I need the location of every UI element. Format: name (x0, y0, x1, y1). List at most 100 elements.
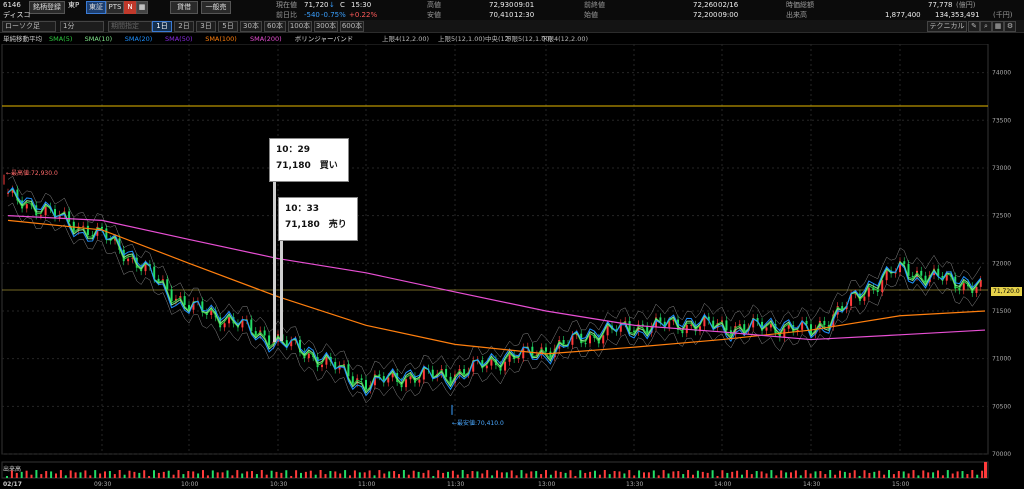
candle-body (823, 320, 826, 325)
candle-body (911, 275, 914, 277)
period-button-7[interactable]: 300本 (314, 21, 338, 32)
grid-icon[interactable]: ▦ (992, 21, 1004, 32)
volume-bar (804, 470, 807, 478)
search-icon[interactable]: ⌕ (980, 21, 992, 32)
chart-icon[interactable]: ▦ (136, 1, 148, 14)
candle-body (792, 325, 795, 332)
candle-body (575, 333, 578, 336)
period-button-5[interactable]: 60本 (264, 21, 286, 32)
candle-body (11, 189, 14, 193)
candle-body (619, 323, 622, 332)
high-time: 09:01 (514, 1, 535, 9)
candle-body (307, 353, 310, 359)
y-tick-label: 71000 (992, 356, 1011, 363)
sell-annotation: 10：33 71,180 売り (278, 197, 358, 241)
volume-bar (197, 473, 200, 478)
y-tick-label: 72500 (992, 213, 1011, 220)
period-button-0[interactable]: 1日 (152, 21, 172, 32)
volume-bar (750, 474, 753, 478)
draw-icon[interactable]: ✎ (968, 21, 980, 32)
candle-body (881, 280, 884, 293)
period-button-6[interactable]: 100本 (288, 21, 312, 32)
candle-body (373, 374, 376, 386)
tab-tosho[interactable]: 東証 (86, 1, 106, 14)
candle-body (641, 324, 644, 327)
candle-body (321, 364, 323, 368)
candle-body (91, 235, 94, 237)
interval-select[interactable]: 1分 (60, 21, 104, 32)
candle-body (188, 305, 190, 310)
chart-toolbar: ローソク足 1分 期間指定 1日 2日 3日 5日 30本 60本 100本 300本 600本… (0, 20, 1024, 33)
candle-body (490, 359, 493, 366)
volume-bar (59, 470, 62, 478)
candle-body (105, 228, 108, 240)
volume-bar (594, 470, 596, 478)
volume-bar (628, 470, 631, 478)
volume-bar (549, 474, 552, 478)
volume-bar (564, 472, 567, 478)
candle-body (854, 293, 857, 295)
volume-bar (711, 470, 714, 478)
candle-body (382, 376, 385, 383)
candle-body (25, 204, 28, 209)
volume-bar (569, 470, 572, 478)
candle-body (756, 318, 759, 322)
volume-bar (388, 471, 391, 478)
news-n-badge[interactable]: N (124, 1, 136, 14)
candle-body (801, 320, 804, 330)
candle-body (646, 326, 649, 333)
volume-bar (799, 475, 802, 478)
sell-time: 10：33 (285, 204, 320, 214)
volume-bar (226, 470, 229, 478)
volume-bar (221, 472, 224, 478)
volume-bar (270, 470, 273, 478)
period-button-4[interactable]: 30本 (240, 21, 262, 32)
sell-text: 71,180 売り (285, 220, 347, 230)
period-button-2[interactable]: 3日 (196, 21, 216, 32)
sma5-line (7, 188, 982, 393)
turnover-value: 134,353,491 (935, 11, 980, 19)
candle-body (16, 189, 19, 201)
volume-bar (167, 470, 170, 478)
period-button-3[interactable]: 5日 (218, 21, 238, 32)
volume-bar (461, 470, 464, 478)
y-tick-label: 74000 (992, 70, 1011, 77)
candle-body (290, 340, 293, 347)
margin-trade-button[interactable]: 貸借 (170, 1, 198, 14)
volume-bar (500, 472, 503, 478)
candle-body (899, 261, 901, 273)
tab-pts[interactable]: PTS (106, 1, 124, 14)
candle-body (101, 226, 103, 229)
brand-register-button[interactable]: 銘柄登録 (29, 1, 65, 14)
volume-bar (300, 472, 302, 478)
volume-bar (246, 471, 249, 478)
volume-bar (402, 470, 405, 478)
volume-bar (510, 470, 513, 478)
volume-bar (505, 472, 508, 478)
period-button-1[interactable]: 2日 (174, 21, 194, 32)
volume-bar (672, 471, 675, 478)
volume-bar (863, 470, 866, 478)
general-sell-button[interactable]: 一般売 (201, 1, 231, 14)
volume-bar (829, 470, 832, 478)
candle-body (7, 192, 9, 194)
volume-bar (216, 472, 219, 478)
volume-bar (814, 471, 817, 478)
volume-bar (206, 475, 209, 478)
candle-body (761, 321, 764, 331)
chart-type-select[interactable]: ローソク足 (2, 21, 56, 32)
candle-body (805, 320, 808, 325)
volume-bar (358, 472, 361, 478)
period-input[interactable]: 期間指定 (108, 21, 152, 32)
candle-body (250, 319, 253, 332)
settings-icon[interactable]: ⚙ (1004, 21, 1016, 32)
volume-bar (192, 471, 195, 478)
candle-body (858, 293, 861, 301)
volume-bar (309, 470, 312, 478)
candle-body (545, 347, 547, 352)
technical-button[interactable]: テクニカル (927, 21, 967, 32)
period-button-8[interactable]: 600本 (340, 21, 364, 32)
market-label: 東P (68, 1, 80, 9)
volume-bar (966, 474, 969, 478)
price-chart[interactable]: 70000 70500 71000 71500 72000 72500 73000 73500… (0, 44, 1024, 489)
